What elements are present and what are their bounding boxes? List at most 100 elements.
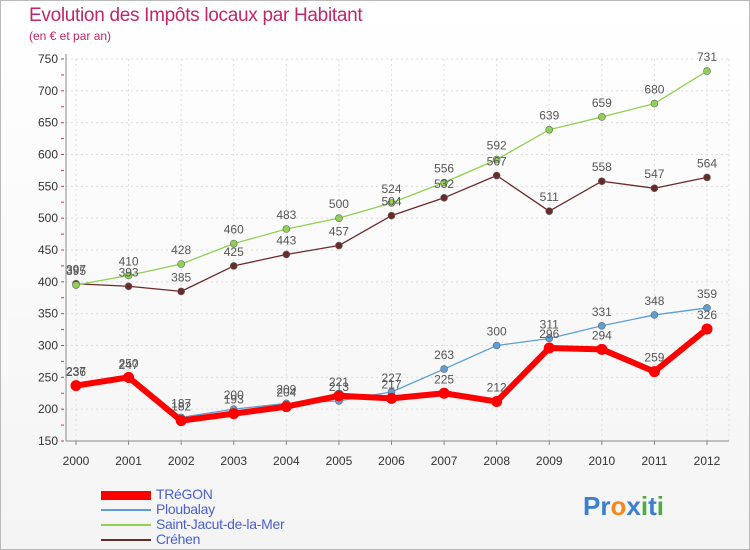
series-point-1 (440, 365, 448, 373)
data-label-3: 564 (697, 156, 717, 170)
series-point-0 (386, 392, 397, 404)
data-label-2: 500 (329, 197, 349, 211)
data-label-0: 250 (119, 356, 139, 370)
y-tick-label: 150 (38, 434, 58, 448)
legend-swatch (101, 524, 151, 526)
data-label-2: 428 (171, 243, 191, 257)
series-point-1 (492, 341, 501, 350)
data-label-2: 680 (644, 83, 664, 97)
data-label-2: 483 (276, 208, 296, 222)
series-point-3 (598, 177, 606, 186)
series-point-3 (229, 262, 238, 270)
y-tick-label: 550 (38, 179, 58, 193)
logo-letter: P (583, 491, 601, 521)
data-label-3: 397 (66, 263, 86, 277)
series-point-0 (123, 371, 135, 383)
series-point-0 (70, 380, 82, 392)
chart-subtitle: (en € et par an) (29, 29, 112, 43)
data-label-2: 556 (434, 162, 454, 176)
data-label-1: 311 (540, 317, 559, 331)
legend-label: Créhen (156, 531, 201, 547)
data-label-1: 348 (644, 294, 664, 308)
series-point-0 (333, 390, 345, 402)
data-label-0: 296 (539, 327, 559, 341)
y-tick-label: 400 (38, 275, 58, 289)
data-label-2: 659 (592, 96, 612, 110)
series-point-2 (335, 214, 343, 222)
x-tick-label: 2000 (63, 454, 90, 468)
logo-letter: i (656, 491, 664, 521)
series-point-1 (703, 304, 711, 312)
series-point-2 (229, 239, 238, 248)
data-label-0: 326 (697, 308, 717, 322)
y-tick-label: 700 (38, 84, 58, 98)
data-label-3: 567 (487, 155, 507, 169)
x-tick-label: 2008 (483, 454, 510, 468)
data-label-1: 209 (276, 382, 296, 396)
data-label-0: 204 (276, 386, 296, 400)
x-tick-label: 2006 (378, 454, 405, 468)
series-point-0 (280, 401, 292, 413)
data-label-3: 558 (592, 160, 612, 174)
data-label-1: 263 (434, 348, 454, 362)
series-point-3 (387, 211, 396, 220)
data-label-0: 212 (487, 381, 507, 395)
proxiti-logo: Proxiti (583, 491, 664, 522)
legend-label: TRéGON (156, 486, 213, 502)
data-label-1: 200 (224, 388, 244, 402)
data-label-3: 511 (540, 190, 559, 204)
data-label-2: 460 (224, 223, 244, 237)
data-label-1: 236 (66, 365, 86, 379)
series-point-0 (228, 408, 240, 420)
series-point-3 (124, 282, 133, 291)
series-point-0 (648, 366, 660, 378)
data-label-0: 225 (434, 372, 454, 386)
y-tick-label: 650 (38, 116, 58, 130)
x-tick-label: 2012 (694, 454, 721, 468)
series-point-3 (177, 287, 185, 296)
series-point-3 (492, 171, 501, 180)
series-point-2 (72, 281, 80, 289)
data-label-1: 213 (329, 380, 349, 394)
series-point-3 (335, 241, 343, 250)
logo-letter: x (626, 491, 641, 521)
legend-swatch (101, 509, 151, 511)
data-label-2: 524 (381, 182, 401, 196)
logo-letter: i (640, 491, 649, 521)
x-tick-label: 2010 (588, 454, 615, 468)
x-tick-label: 2007 (431, 454, 458, 468)
y-tick-label: 750 (38, 52, 58, 66)
legend-swatch (101, 539, 151, 541)
data-label-3: 425 (224, 245, 244, 259)
logo-letter: t (648, 491, 657, 521)
series-point-0 (543, 342, 555, 354)
series-point-2 (545, 125, 554, 134)
data-label-3: 385 (171, 270, 191, 284)
logo-letter: o (610, 491, 627, 521)
series-point-3 (703, 173, 711, 182)
series-layer (70, 67, 713, 427)
data-label-3: 457 (329, 225, 349, 239)
data-label-3: 504 (381, 195, 401, 209)
y-tick-label: 350 (38, 307, 58, 321)
y-tick-label: 250 (38, 370, 58, 384)
chart-title: Evolution des Impôts locaux par Habitant (29, 5, 363, 26)
data-labels-layer: 237 250 182 193 204 221 217 225 212 296 294 259 326 2… (66, 50, 717, 414)
y-tick-label: 450 (38, 243, 58, 257)
series-point-1 (545, 334, 554, 343)
series-point-2 (124, 271, 133, 280)
series-point-3 (650, 184, 659, 193)
data-label-1: 300 (487, 325, 507, 339)
series-point-2 (492, 155, 501, 164)
x-tick-label: 2005 (326, 454, 353, 468)
data-label-0: 217 (381, 377, 401, 391)
x-tick-label: 2009 (536, 454, 563, 468)
data-label-0: 294 (592, 328, 612, 342)
data-label-0: 237 (66, 365, 86, 379)
data-label-2: 410 (119, 254, 139, 268)
series-point-2 (177, 260, 185, 268)
x-tick-label: 2004 (273, 454, 300, 468)
series-point-3 (282, 250, 291, 259)
y-tick-label: 600 (38, 148, 58, 162)
